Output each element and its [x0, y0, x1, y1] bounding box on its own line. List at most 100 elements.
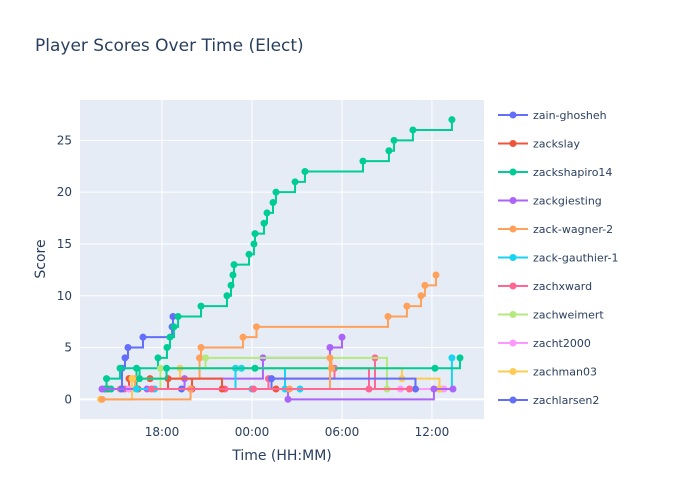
data-point[interactable]	[139, 333, 147, 341]
data-point[interactable]	[384, 312, 392, 320]
legend-label: zacht2000	[533, 337, 591, 350]
data-point[interactable]	[409, 126, 417, 134]
legend-label: zachman03	[533, 366, 597, 379]
data-point[interactable]	[449, 385, 457, 393]
data-point[interactable]	[166, 333, 174, 341]
x-axis-label: Time (HH:MM)	[231, 448, 332, 464]
data-point[interactable]	[326, 344, 334, 352]
series-group	[97, 116, 464, 403]
plot-area[interactable]	[80, 100, 484, 419]
data-point[interactable]	[338, 333, 346, 341]
legend-label: zackslay	[533, 138, 580, 151]
x-tick-label: 12:00	[415, 425, 450, 439]
data-point[interactable]	[390, 136, 398, 144]
data-point[interactable]	[227, 281, 235, 289]
data-point[interactable]	[251, 364, 259, 372]
legend-marker-icon	[509, 197, 517, 204]
data-point[interactable]	[448, 354, 456, 362]
data-point[interactable]	[327, 364, 335, 372]
axis-ticks: 0 5 10 15 20 25 18:00 00:00 06:00 12:00	[57, 133, 450, 439]
data-point[interactable]	[103, 375, 111, 383]
legend-item[interactable]: zain-ghosheh	[498, 109, 607, 122]
legend-marker-icon	[509, 282, 517, 290]
data-point[interactable]	[272, 188, 280, 196]
y-tick-label: 0	[64, 392, 72, 406]
data-point[interactable]	[229, 271, 237, 279]
data-point[interactable]	[385, 147, 393, 155]
data-point[interactable]	[263, 209, 271, 217]
data-point[interactable]	[163, 364, 171, 372]
legend-item[interactable]: zachman03	[498, 366, 597, 379]
legend-marker-icon	[509, 368, 517, 375]
legend[interactable]: zain-ghosheh zackslay zackshapiro14 zackgie…	[498, 109, 619, 407]
legend-item[interactable]: zachlarsen2	[498, 394, 599, 407]
data-point[interactable]	[148, 385, 156, 393]
y-tick-label: 5	[64, 341, 72, 355]
data-point[interactable]	[170, 323, 178, 331]
legend-item[interactable]: zackslay	[498, 138, 580, 151]
data-point[interactable]	[260, 219, 268, 227]
data-point[interactable]	[268, 375, 276, 383]
data-point[interactable]	[128, 375, 136, 383]
data-point[interactable]	[169, 312, 177, 320]
data-point[interactable]	[116, 364, 124, 372]
data-point[interactable]	[136, 375, 144, 383]
data-point[interactable]	[301, 167, 309, 175]
chart-title: Player Scores Over Time (Elect)	[35, 36, 304, 56]
data-point[interactable]	[432, 271, 440, 279]
legend-marker-icon	[509, 311, 517, 318]
legend-marker-icon	[509, 140, 517, 147]
legend-item[interactable]: zackshapiro14	[498, 166, 612, 179]
data-point[interactable]	[291, 178, 299, 186]
data-point[interactable]	[197, 344, 205, 352]
data-point[interactable]	[197, 302, 205, 310]
legend-label: zachxward	[533, 280, 592, 293]
data-point[interactable]	[98, 395, 106, 403]
data-point[interactable]	[230, 261, 238, 269]
data-point[interactable]	[154, 354, 162, 362]
series-zackshapiro14	[107, 116, 456, 393]
data-point[interactable]	[456, 354, 464, 362]
data-point[interactable]	[251, 230, 259, 238]
data-point[interactable]	[174, 312, 182, 320]
legend-item[interactable]: zackgiesting	[498, 195, 602, 208]
data-point[interactable]	[417, 292, 425, 300]
data-point[interactable]	[411, 385, 419, 393]
data-point[interactable]	[250, 385, 258, 393]
data-point[interactable]	[405, 385, 413, 393]
data-point[interactable]	[430, 385, 438, 393]
data-point[interactable]	[124, 344, 132, 352]
data-point[interactable]	[431, 364, 439, 372]
legend-label: zachlarsen2	[533, 394, 599, 407]
legend-label: zackshapiro14	[533, 166, 612, 179]
data-point[interactable]	[163, 344, 171, 352]
data-point[interactable]	[403, 302, 411, 310]
legend-item[interactable]: zacht2000	[498, 337, 591, 350]
data-point[interactable]	[250, 240, 258, 248]
data-point[interactable]	[421, 281, 429, 289]
data-point[interactable]	[133, 385, 141, 393]
data-point[interactable]	[326, 354, 334, 362]
legend-marker-icon	[509, 225, 517, 233]
data-point[interactable]	[284, 395, 292, 403]
legend-item[interactable]: zachxward	[498, 280, 592, 293]
data-point[interactable]	[245, 250, 253, 258]
series-zacharyoliver82	[148, 385, 413, 393]
legend-item[interactable]: zachweimert	[498, 309, 604, 322]
x-tick-label: 00:00	[235, 425, 270, 439]
data-point[interactable]	[98, 385, 106, 393]
legend-item[interactable]: zack-gauthier-1	[498, 252, 619, 265]
data-point[interactable]	[359, 157, 367, 165]
data-point[interactable]	[202, 354, 210, 362]
data-point[interactable]	[196, 354, 204, 362]
data-point[interactable]	[269, 199, 277, 207]
data-point[interactable]	[157, 364, 165, 372]
data-point[interactable]	[223, 292, 231, 300]
data-point[interactable]	[448, 116, 456, 124]
data-point[interactable]	[239, 333, 247, 341]
x-tick-label: 06:00	[325, 425, 360, 439]
data-point[interactable]	[253, 323, 261, 331]
legend-item[interactable]: zack-wagner-2	[498, 223, 613, 236]
data-point[interactable]	[121, 354, 129, 362]
